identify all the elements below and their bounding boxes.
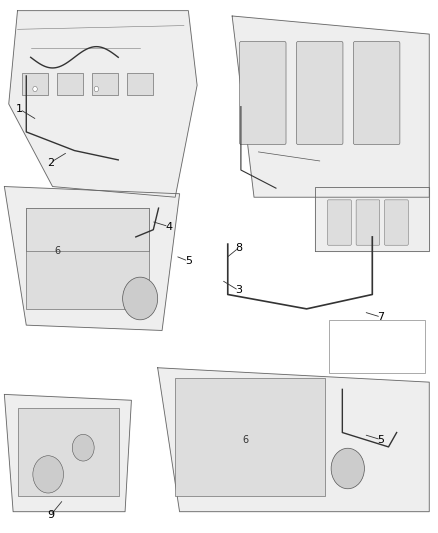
Polygon shape (4, 187, 180, 330)
Polygon shape (4, 394, 131, 512)
FancyBboxPatch shape (356, 200, 380, 245)
Circle shape (123, 277, 158, 320)
Circle shape (33, 86, 37, 92)
FancyBboxPatch shape (353, 42, 400, 144)
Bar (328, 320, 425, 373)
Polygon shape (315, 187, 429, 252)
Text: 6: 6 (242, 435, 248, 445)
Text: 7: 7 (378, 312, 385, 322)
Circle shape (94, 86, 99, 92)
Text: 3: 3 (235, 286, 242, 295)
Bar (22, 74, 48, 95)
Text: 1: 1 (16, 104, 23, 114)
FancyBboxPatch shape (297, 42, 343, 144)
FancyBboxPatch shape (240, 42, 286, 144)
Circle shape (331, 448, 364, 489)
Polygon shape (9, 11, 197, 197)
Bar (26, 208, 149, 252)
Circle shape (72, 434, 94, 461)
Bar (92, 74, 118, 95)
Text: 5: 5 (185, 256, 192, 266)
Bar (57, 74, 83, 95)
Polygon shape (232, 16, 429, 197)
Text: 6: 6 (54, 246, 60, 256)
Text: 9: 9 (47, 511, 54, 520)
Polygon shape (158, 368, 429, 512)
FancyBboxPatch shape (328, 200, 351, 245)
Bar (18, 408, 119, 496)
FancyBboxPatch shape (385, 200, 408, 245)
Bar (175, 378, 325, 496)
Circle shape (33, 456, 64, 493)
Text: 2: 2 (47, 158, 54, 167)
Bar (127, 74, 153, 95)
Text: 5: 5 (378, 435, 385, 445)
Text: 4: 4 (165, 222, 172, 231)
Bar (26, 208, 149, 309)
Text: 8: 8 (235, 243, 242, 253)
